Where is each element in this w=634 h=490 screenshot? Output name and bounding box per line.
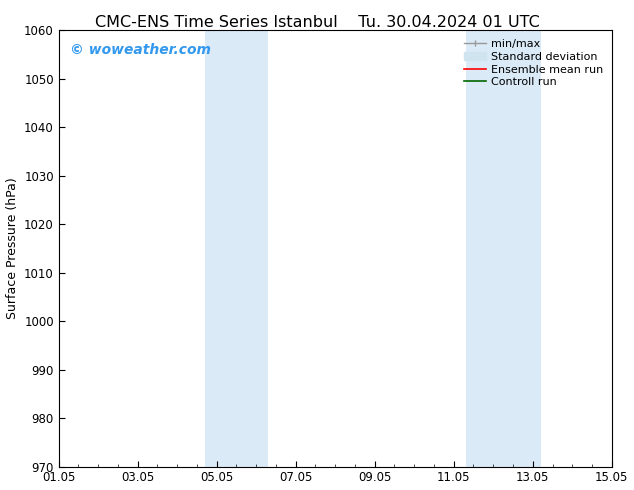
Legend: min/max, Standard deviation, Ensemble mean run, Controll run: min/max, Standard deviation, Ensemble me… [461, 36, 606, 91]
Bar [205, 30, 268, 466]
Y-axis label: Surface Pressure (hPa): Surface Pressure (hPa) [6, 177, 18, 319]
Text: © woweather.com: © woweather.com [70, 43, 210, 57]
Text: CMC-ENS Time Series Istanbul    Tu. 30.04.2024 01 UTC: CMC-ENS Time Series Istanbul Tu. 30.04.2… [94, 15, 540, 30]
Bar [465, 30, 541, 466]
